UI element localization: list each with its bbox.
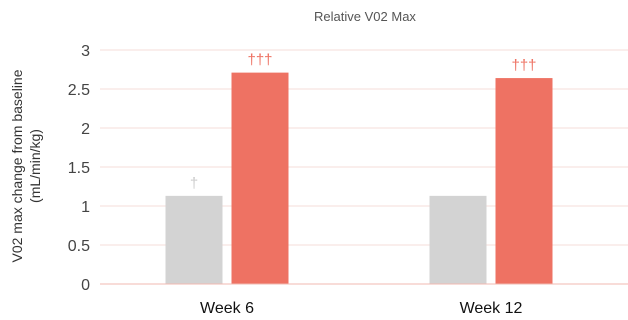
y-tick-label: 0.5 (68, 238, 90, 255)
x-tick-label: Week 6 (200, 300, 254, 317)
y-tick-label: 1 (81, 199, 90, 216)
bar (231, 72, 289, 285)
significance-marker: ††† (247, 52, 272, 69)
significance-markers: †††† ††† (190, 52, 537, 192)
y-axis-label-line-1: V02 max change from baseline (9, 69, 25, 262)
bar (165, 195, 223, 284)
bar (495, 78, 553, 284)
significance-marker: † (190, 175, 198, 192)
y-tick-label: 2.5 (68, 82, 90, 99)
y-axis-ticks: 0 0.5 1 1.5 2 2.5 3 (68, 43, 90, 294)
y-axis-label-line-2: (mL/min/kg) (27, 129, 43, 203)
bar (429, 195, 487, 284)
y-tick-label: 2 (81, 121, 90, 138)
y-tick-label: 0 (81, 277, 90, 294)
x-tick-label: Week 12 (460, 300, 523, 317)
chart-title: Relative V02 Max (314, 9, 416, 24)
x-axis-ticks: Week 6 Week 12 (200, 300, 523, 317)
y-tick-label: 3 (81, 43, 90, 60)
y-tick-label: 1.5 (68, 160, 90, 177)
bars (165, 72, 553, 285)
significance-marker: ††† (511, 57, 536, 74)
